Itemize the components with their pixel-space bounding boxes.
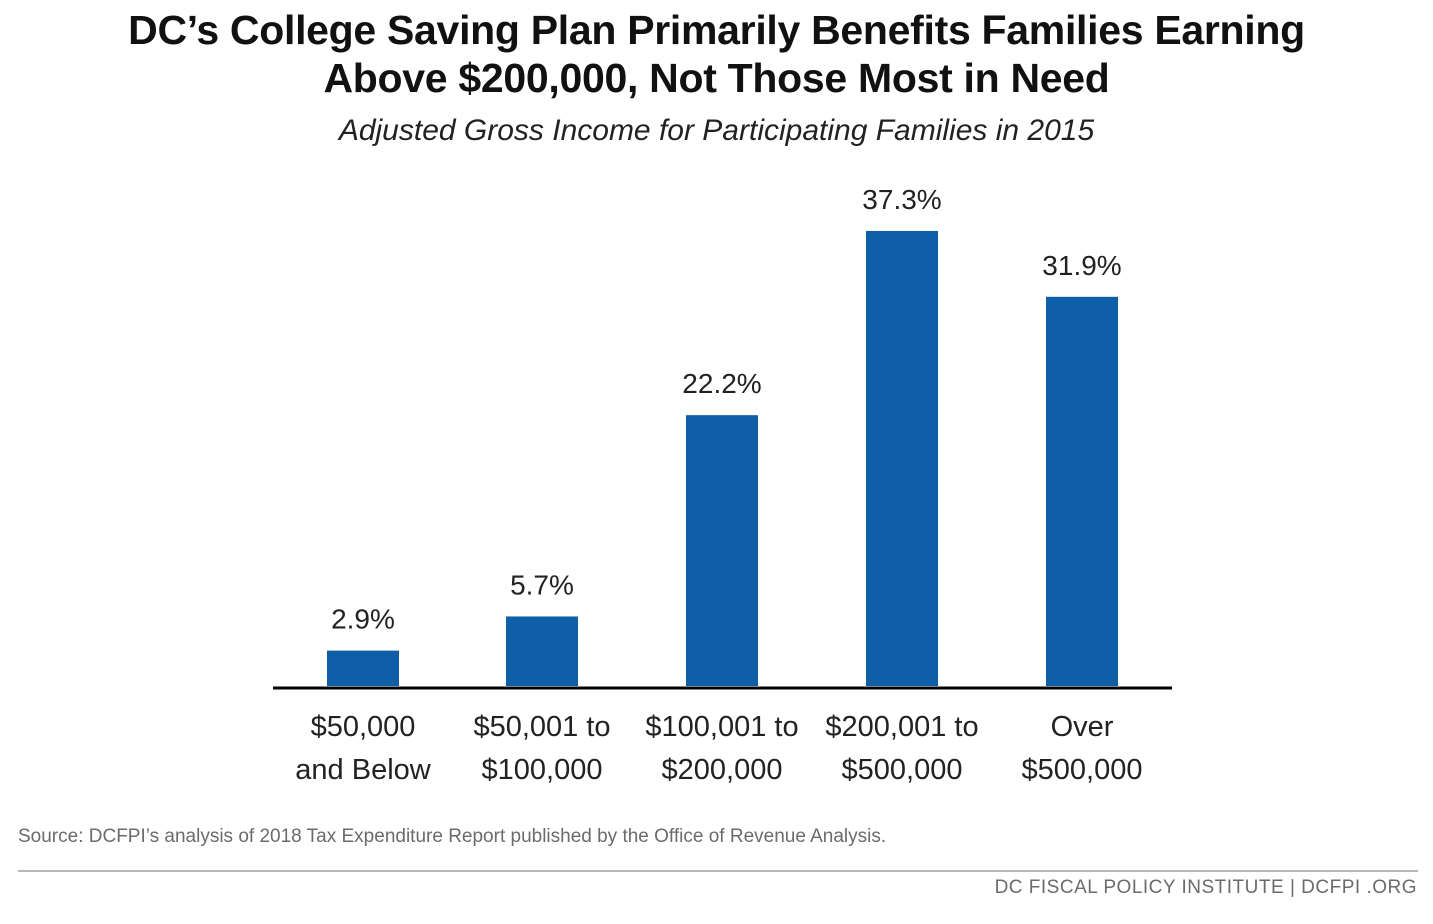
category-label-3-line-2: $200,000 [662, 754, 783, 786]
bar-5 [1046, 297, 1118, 686]
bar-3 [686, 415, 758, 686]
category-label-3: $100,001 to $200,000 [645, 711, 798, 786]
category-label-5: Over $500,000 [1022, 711, 1143, 786]
bar-1 [327, 651, 399, 686]
category-label-2-line-1: $50,001 to [473, 711, 610, 743]
data-label-1: 2.9% [331, 604, 395, 635]
footer-divider [18, 870, 1418, 872]
category-label-5-line-2: $500,000 [1022, 754, 1143, 786]
category-label-4-line-1: $200,001 to [825, 711, 978, 743]
data-label-4: 37.3% [862, 184, 941, 215]
category-label-2: $50,001 to $100,000 [473, 711, 610, 786]
category-label-1-line-2: and Below [295, 754, 431, 786]
bars-group [327, 231, 1118, 686]
data-label-3: 22.2% [682, 368, 761, 399]
category-label-3-line-1: $100,001 to [645, 711, 798, 743]
data-label-2: 5.7% [510, 569, 574, 600]
bar-chart: 2.9% 5.7% 22.2% 37.3% 31.9% $50,000 and Below… [0, 0, 1433, 924]
category-label-1-line-1: $50,000 [311, 711, 416, 743]
category-label-1: $50,000 and Below [295, 711, 431, 786]
source-note: Source: DCFPI’s analysis of 2018 Tax Exp… [18, 826, 886, 848]
category-label-4: $200,001 to $500,000 [825, 711, 978, 786]
category-label-4-line-2: $500,000 [842, 754, 963, 786]
bar-4 [866, 231, 938, 686]
category-label-5-line-1: Over [1051, 711, 1114, 743]
organization-credit: DC FISCAL POLICY INSTITUTE | DCFPI .ORG [995, 877, 1417, 899]
data-label-5: 31.9% [1042, 250, 1121, 281]
bar-2 [506, 616, 578, 686]
category-label-2-line-2: $100,000 [482, 754, 603, 786]
category-labels-group: $50,000 and Below $50,001 to $100,000 $100,0… [295, 711, 1142, 786]
